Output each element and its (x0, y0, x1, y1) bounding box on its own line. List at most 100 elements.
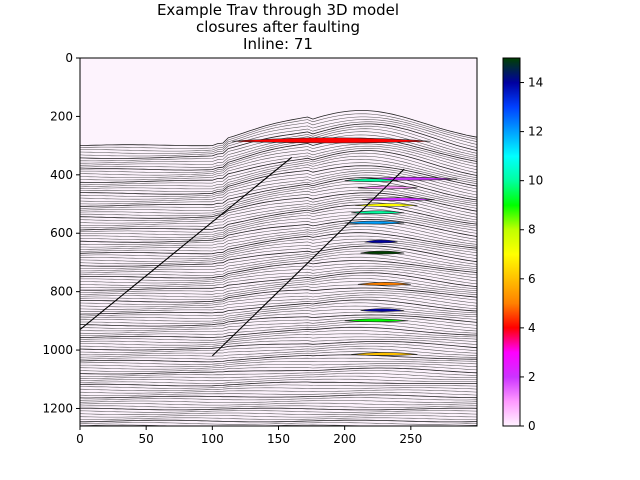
horizon-line (80, 134, 477, 168)
horizon-line (80, 363, 477, 370)
colorbar-tick-label: 2 (528, 370, 536, 384)
horizon-line (80, 392, 477, 396)
horizon-line (80, 354, 477, 363)
fault-line (80, 156, 293, 331)
horizon-line (80, 211, 477, 236)
closure-fill (344, 220, 405, 225)
horizon-line (80, 333, 477, 344)
horizon-line (80, 148, 477, 181)
y-tick-label: 1000 (42, 343, 73, 357)
horizon-line (80, 243, 477, 265)
horizon-line (80, 309, 477, 322)
horizon-line (80, 121, 477, 157)
x-tick-label: 50 (139, 432, 154, 446)
colorbar-tick-label: 12 (528, 125, 543, 139)
horizon-line (80, 402, 477, 406)
horizon-line (80, 235, 477, 257)
chart-title: Example Trav through 3D model closures a… (157, 1, 399, 53)
horizon-line (80, 196, 477, 224)
horizon-line (80, 208, 477, 233)
horizon-line (80, 397, 477, 401)
closure-fill (344, 318, 409, 323)
horizon-line (80, 170, 477, 200)
x-tick-label: 250 (399, 432, 422, 446)
horizon-line (80, 110, 477, 147)
horizon-line (80, 365, 477, 372)
horizon-line (80, 113, 477, 149)
horizon-line (80, 296, 477, 312)
horizon-line (80, 417, 477, 420)
closure-fill (357, 282, 411, 286)
fault-lines (80, 156, 405, 357)
horizon-line (80, 150, 477, 183)
horizon-line (80, 248, 477, 269)
x-axis: 0 50 100 150 200 250 (76, 426, 422, 446)
y-tick-label: 600 (50, 226, 73, 240)
colorbar-tick-label: 10 (528, 174, 543, 188)
horizon-line (80, 229, 477, 252)
horizon-line (80, 253, 477, 274)
horizon-line (80, 400, 477, 403)
horizon-line (80, 143, 477, 176)
horizon-line (80, 381, 477, 387)
horizon-line (80, 341, 477, 351)
horizon-line (80, 394, 477, 399)
closure-fills (232, 137, 458, 356)
horizon-line (80, 422, 477, 425)
horizon-line (80, 384, 477, 389)
y-tick-label: 200 (50, 109, 73, 123)
closure-fill (232, 137, 431, 144)
fault-line (211, 168, 405, 357)
horizon-line (80, 168, 477, 197)
y-tick-label: 1200 (42, 401, 73, 415)
plot-area (80, 58, 477, 426)
horizon-line (80, 268, 477, 286)
horizon-line (80, 152, 477, 186)
colorbar-frame (502, 57, 521, 427)
closure-fill (360, 308, 405, 312)
horizon-line (80, 326, 477, 339)
x-tick-label: 200 (333, 432, 356, 446)
horizon-line (80, 378, 477, 384)
closure-fill (357, 185, 418, 190)
horizon-line (80, 241, 477, 262)
horizon-line (80, 218, 477, 243)
closure-fill (360, 250, 405, 255)
horizon-line (80, 145, 477, 178)
colorbar-tick-label: 6 (528, 272, 536, 286)
y-axis: 0 200 400 600 800 1000 1200 (42, 51, 80, 415)
horizon-line (80, 343, 477, 353)
horizon-line (80, 389, 477, 394)
colorbar: 0 2 4 6 8 10 12 14 (502, 57, 543, 433)
horizon-line (80, 201, 477, 229)
horizon-line (80, 314, 477, 327)
horizon-lines (80, 110, 477, 426)
horizon-line (80, 186, 477, 214)
closure-fill (344, 178, 398, 182)
horizon-line (80, 345, 477, 356)
horizon-line (80, 412, 477, 415)
horizon-line (80, 319, 477, 332)
horizon-line (80, 305, 477, 319)
horizon-line (80, 226, 477, 250)
horizon-line (80, 424, 477, 426)
horizon-line (80, 159, 477, 190)
horizon-line (80, 312, 477, 324)
horizon-line (80, 316, 477, 329)
horizon-line (80, 214, 477, 238)
horizon-line (80, 256, 477, 276)
horizon-line (80, 119, 477, 154)
y-tick-label: 800 (50, 285, 73, 299)
horizon-line (80, 405, 477, 408)
horizon-line (80, 216, 477, 241)
colorbar-axis: 0 2 4 6 8 10 12 14 (520, 76, 543, 433)
horizon-line (80, 419, 477, 423)
colorbar-gradient (503, 58, 520, 426)
horizon-line (80, 387, 477, 392)
x-tick-label: 100 (201, 432, 224, 446)
title-line-2: closures after faulting (196, 18, 360, 36)
horizon-line (80, 177, 477, 207)
horizon-line (80, 415, 477, 418)
x-tick-label: 0 (76, 432, 84, 446)
horizon-line (80, 348, 477, 358)
